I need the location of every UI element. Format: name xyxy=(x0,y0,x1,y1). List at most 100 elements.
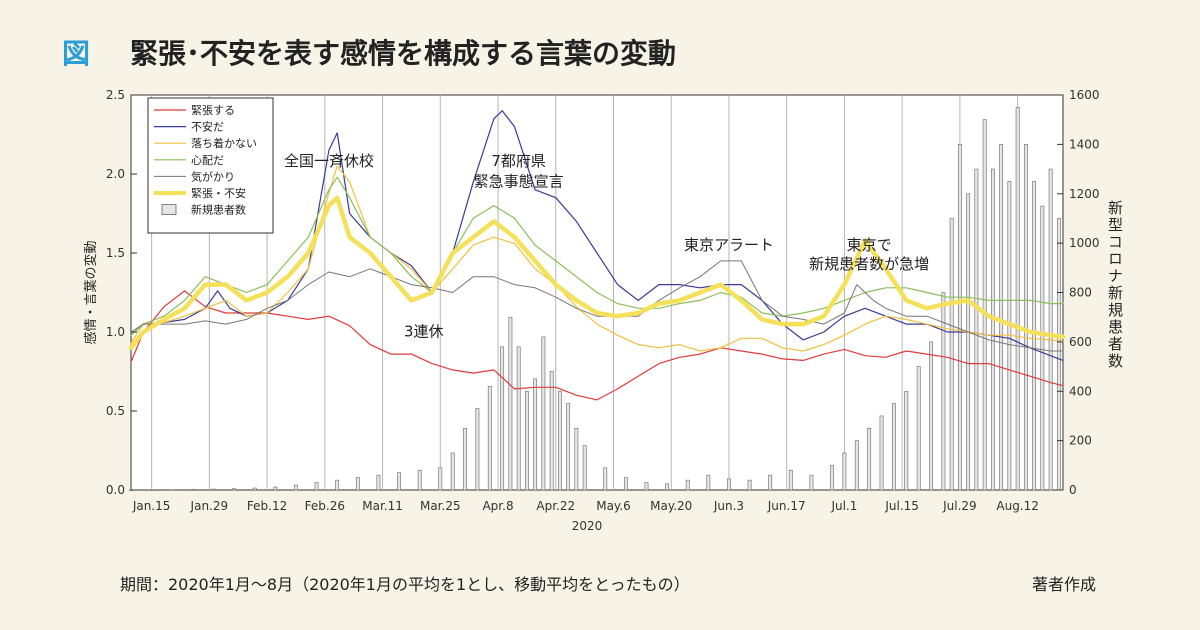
patient-bar xyxy=(1040,205,1045,491)
patient-bar xyxy=(999,144,1004,491)
patient-bar xyxy=(1056,218,1061,491)
y-tick-label: 2.5 xyxy=(106,88,125,102)
patient-bar xyxy=(232,488,236,491)
patient-bar xyxy=(475,408,480,491)
y-tick-label: 1.0 xyxy=(106,325,125,339)
legend-label: 緊張・不安 xyxy=(191,186,246,200)
patient-bar xyxy=(916,366,921,491)
patient-bar xyxy=(727,478,731,491)
patient-bar xyxy=(830,465,834,491)
patient-bar xyxy=(768,474,773,491)
patient-bar xyxy=(170,489,175,491)
x-tick-label: Feb.26 xyxy=(305,499,345,513)
y2-tick-label: 200 xyxy=(1069,434,1092,448)
x-tick-label: Jan.15 xyxy=(132,499,171,513)
y-axis-label: 感情・言葉の変動 xyxy=(83,240,99,344)
patient-bar xyxy=(417,469,422,491)
legend-label: 心配だ xyxy=(191,154,224,167)
x-tick-label: Mar.11 xyxy=(362,499,403,513)
patient-bar xyxy=(854,440,859,491)
x-tick-label: Jul.1 xyxy=(830,499,857,513)
patient-bar xyxy=(974,168,979,491)
series-line-3 xyxy=(130,176,1064,336)
patient-bar xyxy=(685,479,690,491)
legend-swatch xyxy=(161,204,177,215)
y2-tick-label: 1600 xyxy=(1069,88,1100,102)
patient-bar xyxy=(516,346,521,491)
title-row: 図 緊張･不安を表す感情を構成する言葉の変動 xyxy=(62,32,676,72)
patient-bar xyxy=(524,390,529,491)
y2-tick-label: 1200 xyxy=(1069,187,1100,201)
patient-bar xyxy=(314,482,319,491)
patient-bar xyxy=(450,452,455,491)
annotation: 全国一斉休校 xyxy=(284,152,374,170)
emotion-chart: 0.0 0.5 1.0 1.5 2.0 2.5 0 200 400 600 800 1000 1200 1… xyxy=(83,88,1124,533)
patient-bar xyxy=(190,488,195,491)
figure-mark: 図 xyxy=(62,37,91,70)
patient-bar xyxy=(211,488,216,491)
x-tick-label: Jun.3 xyxy=(713,499,744,513)
x-tick-label: Apr.22 xyxy=(536,499,575,513)
x-tick-label: Mar.25 xyxy=(420,499,461,513)
x-tick-label: Jun.17 xyxy=(767,499,806,513)
patient-bar xyxy=(1023,144,1028,491)
patient-bar xyxy=(867,427,872,491)
y-tick-label: 2.0 xyxy=(106,167,125,181)
y2-axis-label: 新型コロナ新規患者数 xyxy=(1106,200,1124,370)
series-line-0 xyxy=(130,290,1064,401)
patient-bar xyxy=(438,467,443,491)
patient-bar xyxy=(508,316,513,491)
x-tick-label: Aug.12 xyxy=(996,499,1039,513)
patient-bar xyxy=(892,403,896,491)
patient-bar xyxy=(463,427,467,491)
patient-bar xyxy=(557,390,562,491)
patient-bar xyxy=(397,472,401,491)
patient-bar xyxy=(574,427,579,491)
series-line-1 xyxy=(130,110,1064,361)
annotation: 緊急事態宣言 xyxy=(474,173,564,191)
legend-label: 緊張する xyxy=(191,104,235,117)
y-tick-label: 1.5 xyxy=(106,246,125,260)
patient-bar xyxy=(487,386,492,491)
x-tick-label: Jul.29 xyxy=(942,499,977,513)
x-tick-label: May.20 xyxy=(650,499,692,513)
patient-bar xyxy=(941,292,946,491)
patient-bar xyxy=(541,336,546,491)
x-tick-label: Jul.15 xyxy=(884,499,919,513)
patient-bar xyxy=(1048,168,1053,491)
patient-bar xyxy=(904,390,909,491)
patient-bar xyxy=(958,144,962,491)
patient-bar xyxy=(335,479,340,491)
annotation: 新規患者数が急増 xyxy=(809,255,929,273)
x-tick-label: Jan.29 xyxy=(190,499,229,513)
y-tick-label: 0.5 xyxy=(106,404,125,418)
y2-tick-label: 600 xyxy=(1069,335,1092,349)
patient-bar xyxy=(549,371,554,491)
patient-bar xyxy=(1015,107,1020,491)
annotation: 7都府県 xyxy=(491,152,546,170)
y2-tick-label: 1000 xyxy=(1069,236,1100,250)
patient-bar xyxy=(566,403,571,491)
patient-bar xyxy=(623,477,628,491)
x-axis-label: 2020 xyxy=(572,519,603,533)
patient-bar xyxy=(533,378,538,491)
legend-label: 気がかり xyxy=(191,169,235,183)
patient-bar xyxy=(294,484,298,491)
legend-label: 落ち着かない xyxy=(191,136,257,150)
y2-tick-label: 0 xyxy=(1069,483,1077,497)
patient-bar xyxy=(603,467,608,491)
annotation: 東京で xyxy=(847,236,892,254)
patient-bar xyxy=(929,341,933,491)
y-tick-label: 0.0 xyxy=(106,483,125,497)
y2-tick-label: 800 xyxy=(1069,286,1092,300)
patient-bar xyxy=(949,218,954,491)
period-note: 期間：2020年1月〜8月（2020年1月の平均を1とし、移動平均をとったもの） xyxy=(120,575,690,594)
annotation: 3連休 xyxy=(404,323,444,341)
annotation: 東京アラート xyxy=(684,236,774,254)
legend-label: 新規患者数 xyxy=(191,203,246,217)
patient-bar xyxy=(149,489,154,491)
y2-tick-label: 1400 xyxy=(1069,137,1100,151)
patient-bar xyxy=(842,452,847,491)
series-line-2 xyxy=(130,165,1064,352)
patient-bar xyxy=(355,477,360,491)
